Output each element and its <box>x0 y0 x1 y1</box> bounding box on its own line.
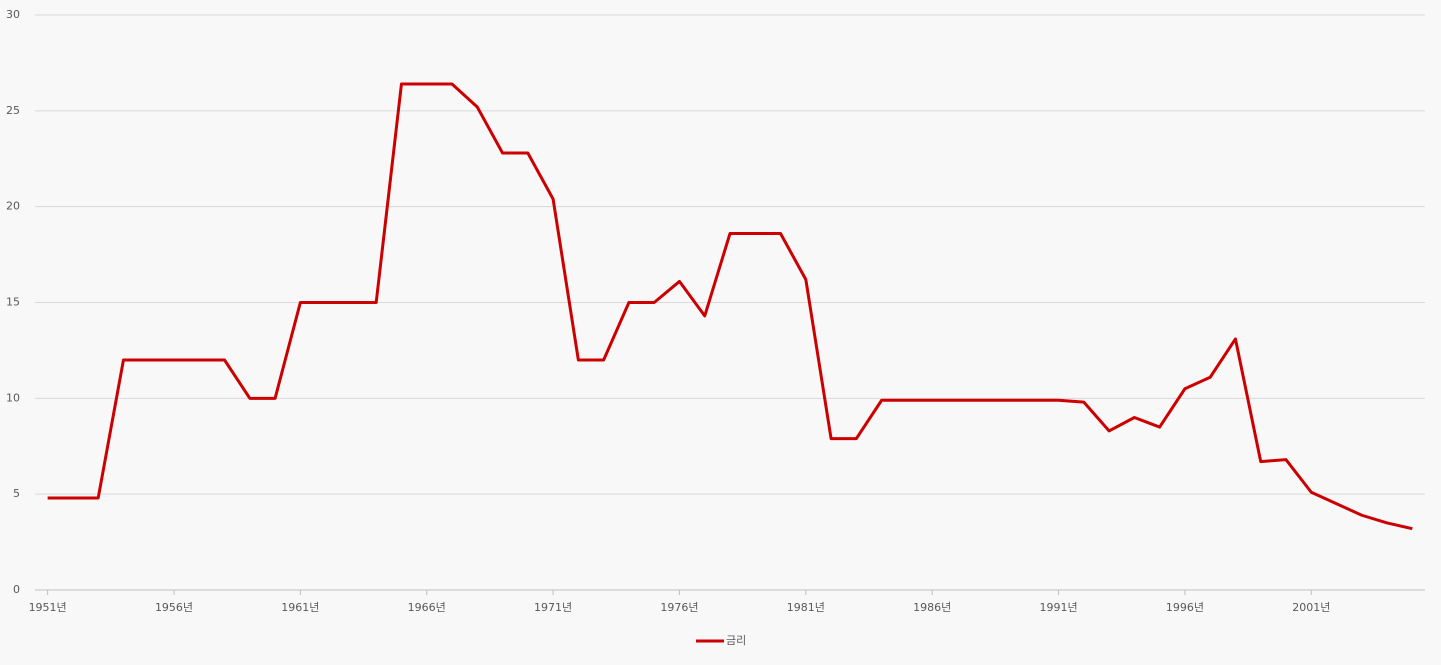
x-tick-label: 1991년 <box>1039 601 1077 614</box>
x-tick-label: 1971년 <box>534 601 572 614</box>
x-tick-label: 2001년 <box>1292 601 1330 614</box>
y-tick-label: 20 <box>6 200 20 213</box>
y-tick-label: 5 <box>13 487 20 500</box>
x-tick-label: 1996년 <box>1166 601 1204 614</box>
y-tick-label: 15 <box>6 296 20 309</box>
line-series <box>47 82 1413 531</box>
legend-label: 금리 <box>726 634 746 647</box>
x-tick-label: 1986년 <box>913 601 951 614</box>
x-tick-label: 1956년 <box>155 601 193 614</box>
y-tick-label: 30 <box>6 8 20 21</box>
y-tick-label: 25 <box>6 104 20 117</box>
x-tick-label: 1951년 <box>29 601 67 614</box>
x-tick-label: 1976년 <box>660 601 698 614</box>
x-tick-label: 1981년 <box>787 601 825 614</box>
y-tick-label: 0 <box>13 583 20 596</box>
x-tick-label: 1966년 <box>408 601 446 614</box>
y-tick-label: 10 <box>6 391 20 404</box>
x-tick-label: 1961년 <box>281 601 319 614</box>
